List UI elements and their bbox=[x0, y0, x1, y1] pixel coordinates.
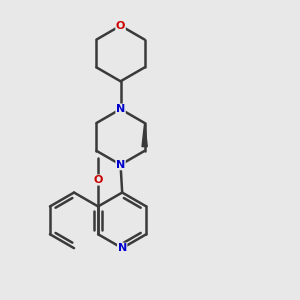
Text: methoxy: methoxy bbox=[97, 157, 103, 158]
Polygon shape bbox=[142, 123, 147, 147]
Text: O: O bbox=[93, 175, 103, 185]
Text: N: N bbox=[116, 160, 125, 170]
Text: N: N bbox=[116, 104, 125, 114]
Text: N: N bbox=[118, 243, 127, 253]
Text: O: O bbox=[116, 21, 125, 31]
